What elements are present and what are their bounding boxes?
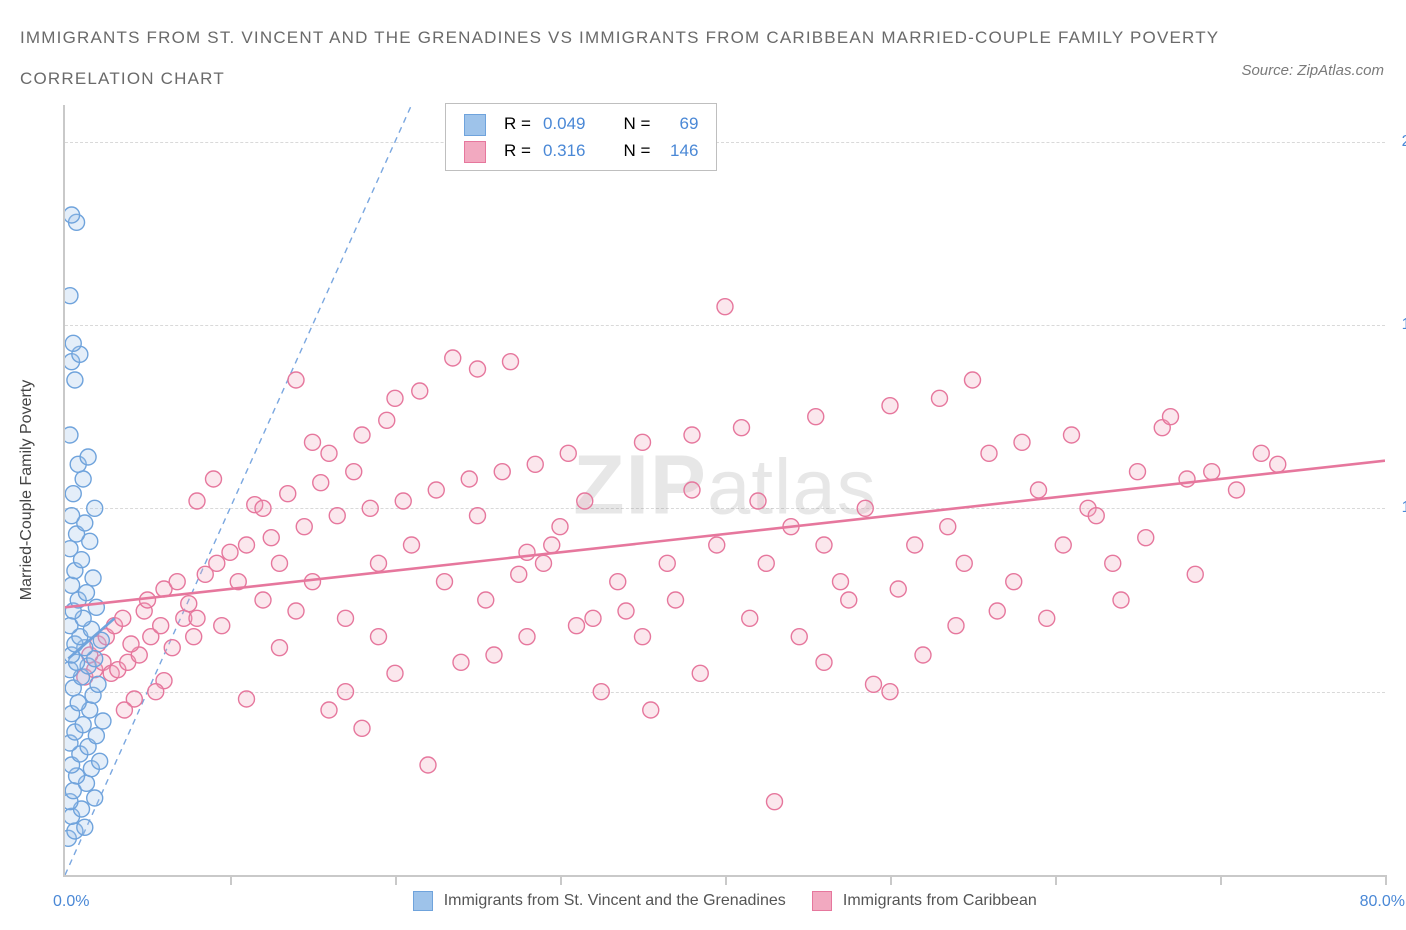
bottom-legend-label-1: Immigrants from St. Vincent and the Gren… — [444, 892, 786, 909]
bottom-legend: Immigrants from St. Vincent and the Gren… — [65, 891, 1385, 911]
legend-swatch-blue — [464, 114, 486, 136]
title-line1: IMMIGRANTS FROM ST. VINCENT AND THE GREN… — [20, 28, 1219, 47]
y-tick-label: 15.0% — [1391, 316, 1406, 334]
source-attribution: Source: ZipAtlas.com — [1241, 62, 1384, 79]
x-tick — [1385, 875, 1387, 885]
stats-row-series2: R = 0.316 N = 146 — [458, 137, 704, 164]
y-axis-label: Married-Couple Family Poverty — [18, 380, 36, 601]
r-label: R = — [498, 110, 537, 137]
n-value-2: 146 — [656, 137, 704, 164]
bottom-legend-label-2: Immigrants from Caribbean — [843, 892, 1037, 909]
stats-row-series1: R = 0.049 N = 69 — [458, 110, 704, 137]
x-tick — [890, 875, 892, 885]
bottom-swatch-pink — [812, 891, 832, 911]
x-tick — [560, 875, 562, 885]
x-tick — [395, 875, 397, 885]
y-tick-label: 10.0% — [1391, 499, 1406, 517]
x-tick — [725, 875, 727, 885]
plot-area: 5.0%10.0%15.0%20.0% 0.0% 80.0% ZIPatlas … — [63, 105, 1385, 877]
n-label: N = — [617, 110, 656, 137]
x-tick — [1220, 875, 1222, 885]
y-tick-label: 5.0% — [1391, 683, 1406, 701]
r-value-1: 0.049 — [537, 110, 592, 137]
r-label-2: R = — [498, 137, 537, 164]
x-tick — [1055, 875, 1057, 885]
chart-title: IMMIGRANTS FROM ST. VINCENT AND THE GREN… — [0, 0, 1406, 100]
bottom-swatch-blue — [413, 891, 433, 911]
y-tick-label: 20.0% — [1391, 133, 1406, 151]
n-label-2: N = — [617, 137, 656, 164]
scatter-svg — [65, 105, 1385, 875]
legend-swatch-pink — [464, 141, 486, 163]
n-value-1: 69 — [656, 110, 704, 137]
r-value-2: 0.316 — [537, 137, 592, 164]
title-line2: CORRELATION CHART — [20, 69, 225, 88]
x-tick — [230, 875, 232, 885]
plot-wrapper: Married-Couple Family Poverty 5.0%10.0%1… — [45, 105, 1385, 875]
stats-legend: R = 0.049 N = 69 R = 0.316 N = 146 — [445, 103, 717, 171]
